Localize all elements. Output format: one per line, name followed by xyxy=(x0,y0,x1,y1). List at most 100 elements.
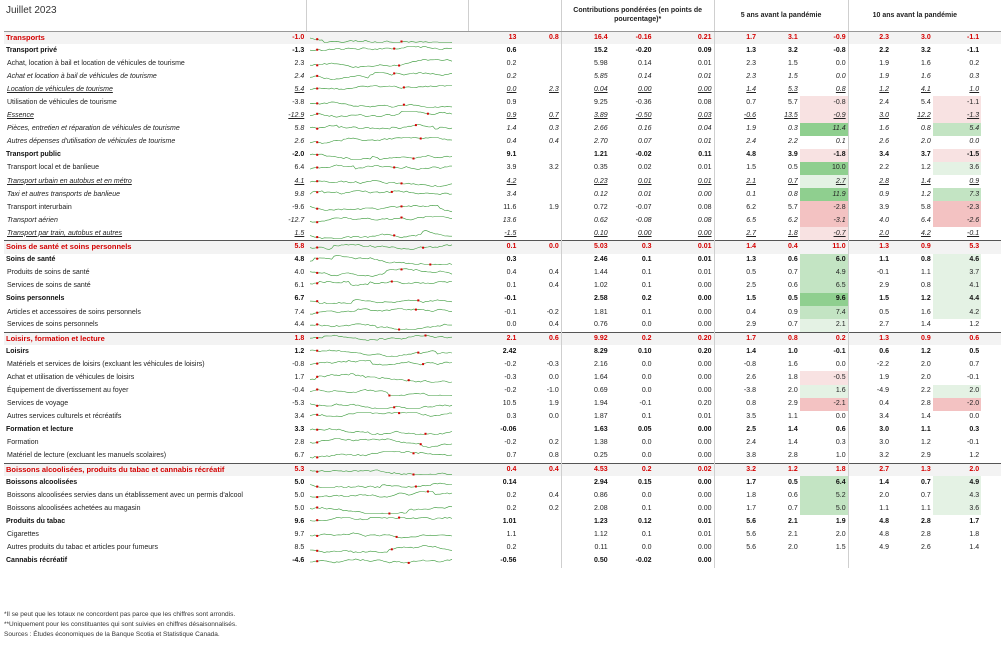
value-cell: 2.94 xyxy=(560,476,610,490)
sparkline-marker xyxy=(398,64,401,67)
value-cell: 2.4 xyxy=(713,135,758,149)
value-cell: -0.3 xyxy=(546,360,559,368)
value-cell: 1.44 xyxy=(560,266,610,280)
value-cell: 0.08 xyxy=(697,99,712,107)
value-cell: -0.9 xyxy=(799,30,849,45)
value-cell: 3.0 xyxy=(847,436,891,450)
value-cell: 0.0 xyxy=(641,387,652,395)
value-cell: 5.8 xyxy=(921,203,931,211)
sparkline-marker xyxy=(412,452,415,455)
group-row: Loisirs 1.2 2.42 8.29 0.10 0.20 1.4 1.0 -0.1 0.6 1… xyxy=(4,345,1001,359)
value-cell: 1.63 xyxy=(560,423,610,437)
value-cell: 4.9 xyxy=(799,266,849,280)
value-cell: 0.8 xyxy=(921,282,931,290)
value-cell: 8.5 xyxy=(294,544,305,552)
item-row: Achat et location à bail de véhicules de… xyxy=(4,70,1001,84)
value-cell: 9.8 xyxy=(294,190,305,198)
sparkline-marker xyxy=(316,257,319,260)
value-cell: 0.07 xyxy=(637,138,652,146)
value-cell: 1.1 xyxy=(921,504,931,512)
value-cell: 0.00 xyxy=(697,295,712,303)
value-cell: 4.2 xyxy=(506,177,517,185)
sparkline-svg xyxy=(310,482,453,488)
value-cell: 0.2 xyxy=(549,504,559,512)
value-cell: 0.12 xyxy=(560,188,610,202)
sparkline-path xyxy=(310,101,453,108)
value-cell: 5.8 xyxy=(278,239,307,254)
sparkline-path xyxy=(310,532,453,539)
value-cell: 0.6 xyxy=(932,331,982,346)
sparkline-marker xyxy=(316,154,319,157)
value-cell: 0.0 xyxy=(506,321,517,329)
sparkline-marker xyxy=(388,512,391,515)
value-cell: 1.5 xyxy=(835,544,846,552)
sparkline-marker xyxy=(316,141,319,144)
value-cell: 0.6 xyxy=(788,256,798,264)
row-label: Autres services culturels et récréatifs xyxy=(7,413,122,421)
value-cell: 1.7 xyxy=(713,502,758,516)
sparkline-marker xyxy=(422,362,425,365)
value-cell: 0.03 xyxy=(697,112,712,120)
sparkline-marker xyxy=(398,328,401,331)
value-cell: 1.3 xyxy=(713,44,758,58)
value-cell: 6.5 xyxy=(713,214,758,228)
value-cell: 0.4 xyxy=(847,397,891,411)
row-label: Services de soins personnels xyxy=(7,321,99,329)
sparkline-svg xyxy=(310,532,453,539)
footnote-seasonal: **Uniquement pour les constituantes qui … xyxy=(4,621,237,628)
value-cell: 6.0 xyxy=(799,253,849,267)
value-cell: 0.04 xyxy=(697,125,712,133)
value-cell xyxy=(518,149,561,162)
row-label: Équipement de divertissement au foyer xyxy=(7,387,129,395)
value-cell: 0.3 xyxy=(835,439,846,447)
sparkline-path xyxy=(310,72,453,80)
value-cell: 1.4 xyxy=(921,177,931,185)
value-cell: 4.8 xyxy=(294,256,305,264)
value-cell: 1.5 xyxy=(713,292,758,306)
value-cell: 0.1 xyxy=(506,282,517,290)
value-cell: 1.2 xyxy=(921,295,931,303)
value-cell: 3.0 xyxy=(847,109,891,123)
value-cell: -0.2 xyxy=(546,308,559,316)
sparkline-marker xyxy=(316,560,319,563)
value-cell xyxy=(518,188,561,201)
sparkline-marker xyxy=(419,137,422,140)
sparkline-path xyxy=(310,179,453,187)
value-cell: 1.64 xyxy=(560,371,610,385)
value-cell: -1.5 xyxy=(932,148,982,162)
value-cell: 2.46 xyxy=(560,253,610,267)
row-label: Transport urbain en autobus et en métro xyxy=(7,177,132,185)
trend-sparkline xyxy=(306,267,469,280)
value-cell: 9.6 xyxy=(294,518,305,526)
value-cell: 0.1 xyxy=(641,531,652,539)
value-cell: 5.0 xyxy=(294,491,305,499)
sparkline-marker xyxy=(316,550,319,553)
value-cell: 0.00 xyxy=(637,85,652,93)
sparkline-svg xyxy=(310,45,453,51)
sparkline-marker xyxy=(316,37,319,40)
value-cell: 4.2 xyxy=(921,229,931,237)
value-cell: 2.7 xyxy=(847,462,891,477)
value-cell: 2.0 xyxy=(847,489,891,503)
value-cell xyxy=(518,227,561,240)
value-cell: 0.20 xyxy=(653,331,715,346)
value-cell: 1.6 xyxy=(799,384,849,398)
value-cell: -0.2 xyxy=(504,360,517,368)
value-cell: 1.3 xyxy=(890,462,933,477)
value-cell: -0.9 xyxy=(799,109,849,123)
value-cell: 3.0 xyxy=(847,423,891,437)
value-cell xyxy=(518,214,561,227)
value-cell: 0.14 xyxy=(637,72,652,80)
value-cell: 0.0 xyxy=(835,59,846,67)
value-cell: 1.87 xyxy=(560,410,610,424)
value-cell: 4.4 xyxy=(932,292,982,306)
value-cell: 0.4 xyxy=(468,462,519,477)
value-cell: 0.2 xyxy=(609,331,654,346)
value-cell: 5.4 xyxy=(932,122,982,136)
value-cell: 3.7 xyxy=(932,266,982,280)
value-cell: 13 xyxy=(468,30,519,45)
footnotes: *Il se peut que les totaux ne concordent… xyxy=(4,610,237,640)
value-cell: 0.4 xyxy=(549,321,559,329)
value-cell: -0.16 xyxy=(609,30,654,45)
sparkline-marker xyxy=(403,86,406,89)
